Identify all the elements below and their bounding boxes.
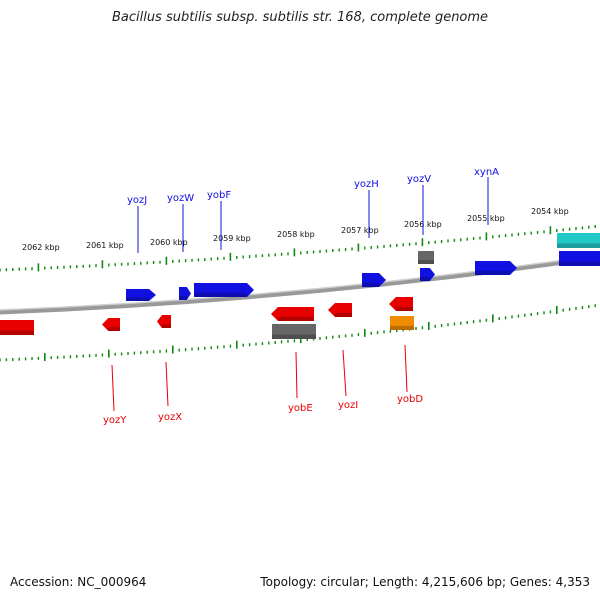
gene-arrow-shade	[161, 324, 171, 328]
gene-label-yozW[interactable]: yozW	[167, 193, 194, 204]
gene-fwd-edge[interactable]	[559, 251, 600, 266]
gene-arrow-shade	[418, 260, 434, 264]
gene-arrow-shade	[0, 330, 34, 335]
gene-arrow-shade	[278, 316, 314, 321]
gene-arrow-body	[557, 233, 600, 248]
kbp-label: 2058 kbp	[277, 230, 315, 239]
genome-stats-text: Topology: circular; Length: 4,215,606 bp…	[260, 575, 590, 589]
gene-yobF[interactable]	[194, 283, 254, 297]
gene-label-yozH[interactable]: yozH	[354, 179, 379, 190]
gene-arrow-body	[362, 273, 386, 287]
gene-orange[interactable]	[390, 316, 414, 330]
genome-backbone-highlight	[0, 254, 600, 311]
gene-arrow-body	[102, 318, 120, 331]
gene-arrow-body	[126, 289, 156, 301]
gene-yobD[interactable]	[389, 297, 413, 311]
gene-rev-edge[interactable]	[0, 320, 34, 335]
kbp-label: 2059 kbp	[213, 234, 251, 243]
kbp-label: 2054 kbp	[531, 207, 569, 216]
gene-arrow-body	[157, 315, 171, 328]
gene-yozI[interactable]	[328, 303, 352, 317]
gene-arrow-body	[420, 268, 435, 281]
kbp-label: 2062 kbp	[22, 243, 60, 252]
gene-grey-lower[interactable]	[272, 324, 316, 339]
kbp-label: 2060 kbp	[150, 238, 188, 247]
gene-grey-upper[interactable]	[418, 251, 434, 264]
gene-label-yozI[interactable]: yozI	[338, 400, 358, 411]
gene-arrow-body	[418, 251, 434, 264]
gene-label-yobF[interactable]: yobF	[207, 190, 231, 201]
gene-label-yozJ[interactable]: yozJ	[127, 195, 147, 206]
gene-arrow-shade	[396, 306, 413, 311]
gene-yozW[interactable]	[179, 287, 191, 300]
gene-cyan[interactable]	[557, 233, 600, 248]
gene-label-yozY[interactable]: yozY	[103, 415, 127, 426]
gene-arrow-shade	[179, 296, 187, 300]
gene-arrow-shade	[194, 292, 247, 297]
gene-arrow-body	[0, 320, 34, 335]
gene-arrow-shade	[559, 261, 600, 266]
gene-arrow-shade	[557, 243, 600, 248]
gene-xynA[interactable]	[475, 261, 517, 275]
reverse-gene-labels: yozY yozX yobE yozI yobD	[103, 344, 423, 426]
gene-arrow-body	[390, 316, 414, 330]
gene-yozV[interactable]	[420, 268, 435, 281]
gene-arrow-shade	[362, 282, 379, 287]
gene-leader-line	[165, 361, 169, 407]
gene-arrow-shade	[390, 325, 414, 330]
gene-arrow-shade	[335, 312, 352, 317]
gene-arrow-body	[475, 261, 517, 275]
gene-leader-line	[295, 351, 298, 399]
gene-arrow-shade	[126, 297, 149, 301]
gene-yozX[interactable]	[157, 315, 171, 328]
gene-arrow-body	[389, 297, 413, 311]
gene-arrow-shade	[420, 277, 430, 281]
gene-arrow-shade	[108, 327, 120, 331]
gene-yozH[interactable]	[362, 273, 386, 287]
gene-label-yozX[interactable]: yozX	[158, 412, 182, 423]
gene-arrow-shade	[475, 270, 510, 275]
forward-gene-labels: yozJ yozW yobF yozH yozV xynA	[127, 167, 499, 253]
gene-leader-line	[111, 364, 115, 412]
gene-arrow-body	[179, 287, 191, 300]
gene-yozY[interactable]	[102, 318, 120, 331]
map-title: Bacillus subtilis subsp. subtilis str. 1…	[111, 10, 489, 25]
kbp-label: 2055 kbp	[467, 214, 505, 223]
gene-yobE[interactable]	[271, 307, 314, 321]
gene-arrow-body	[272, 324, 316, 339]
features	[0, 233, 600, 339]
outer-tick-track	[0, 225, 596, 272]
gene-arrow-body	[328, 303, 352, 317]
gene-arrow-body	[559, 251, 600, 266]
gene-leader-line	[404, 344, 408, 393]
gene-yozJ[interactable]	[126, 289, 156, 301]
gene-label-yobD[interactable]: yobD	[397, 394, 423, 405]
gene-label-yobE[interactable]: yobE	[288, 403, 313, 414]
accession-text: Accession: NC_000964	[10, 575, 147, 589]
gene-label-yozV[interactable]: yozV	[407, 174, 431, 185]
kbp-label: 2061 kbp	[86, 241, 124, 250]
gene-leader-line	[342, 349, 347, 397]
gene-arrow-shade	[272, 334, 316, 339]
kbp-label: 2057 kbp	[341, 226, 379, 235]
gene-arrow-body	[194, 283, 254, 297]
gene-arrow-body	[271, 307, 314, 321]
gene-label-xynA[interactable]: xynA	[474, 167, 499, 178]
